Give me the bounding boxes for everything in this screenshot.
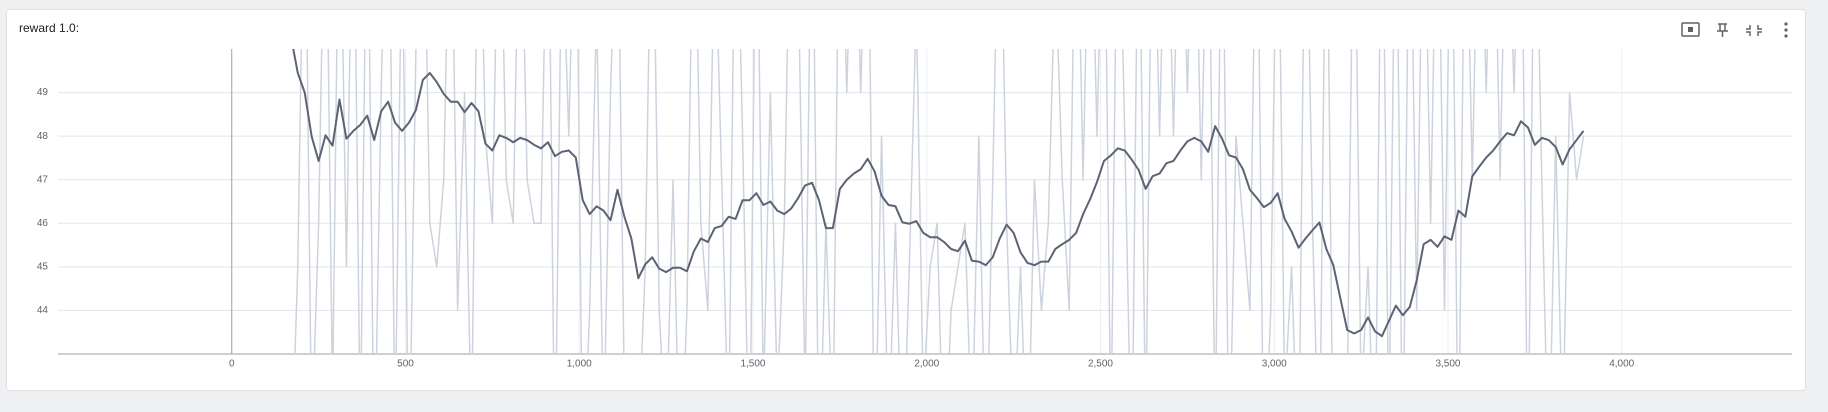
y-tick-label: 48 — [37, 131, 49, 142]
chart-card — [6, 9, 1806, 391]
series-line — [294, 49, 1585, 354]
x-tick-label: 3,500 — [1435, 359, 1460, 370]
x-tick-label: 2,500 — [1088, 359, 1113, 370]
fit-domain-button[interactable] — [1681, 22, 1700, 37]
x-tick-label: 1,000 — [567, 359, 592, 370]
more-menu-button[interactable] — [1784, 22, 1788, 38]
y-tick-label: 45 — [37, 261, 49, 272]
x-tick-label: 4,000 — [1609, 359, 1634, 370]
chart-title: reward 1.0: — [19, 21, 79, 35]
y-tick-label: 49 — [37, 87, 49, 98]
x-tick-label: 3,000 — [1262, 359, 1287, 370]
pin-button[interactable] — [1717, 23, 1728, 37]
series-line — [292, 49, 1585, 338]
toolbar — [1681, 22, 1788, 38]
x-tick-label: 0 — [229, 359, 235, 370]
collapse-button[interactable] — [1746, 25, 1762, 36]
y-tick-label: 44 — [37, 305, 49, 316]
x-tick-label: 2,000 — [914, 359, 939, 370]
x-tick-label: 500 — [397, 359, 414, 370]
y-tick-label: 46 — [37, 218, 49, 229]
x-tick-label: 1,500 — [740, 359, 765, 370]
y-tick-label: 47 — [37, 174, 49, 185]
